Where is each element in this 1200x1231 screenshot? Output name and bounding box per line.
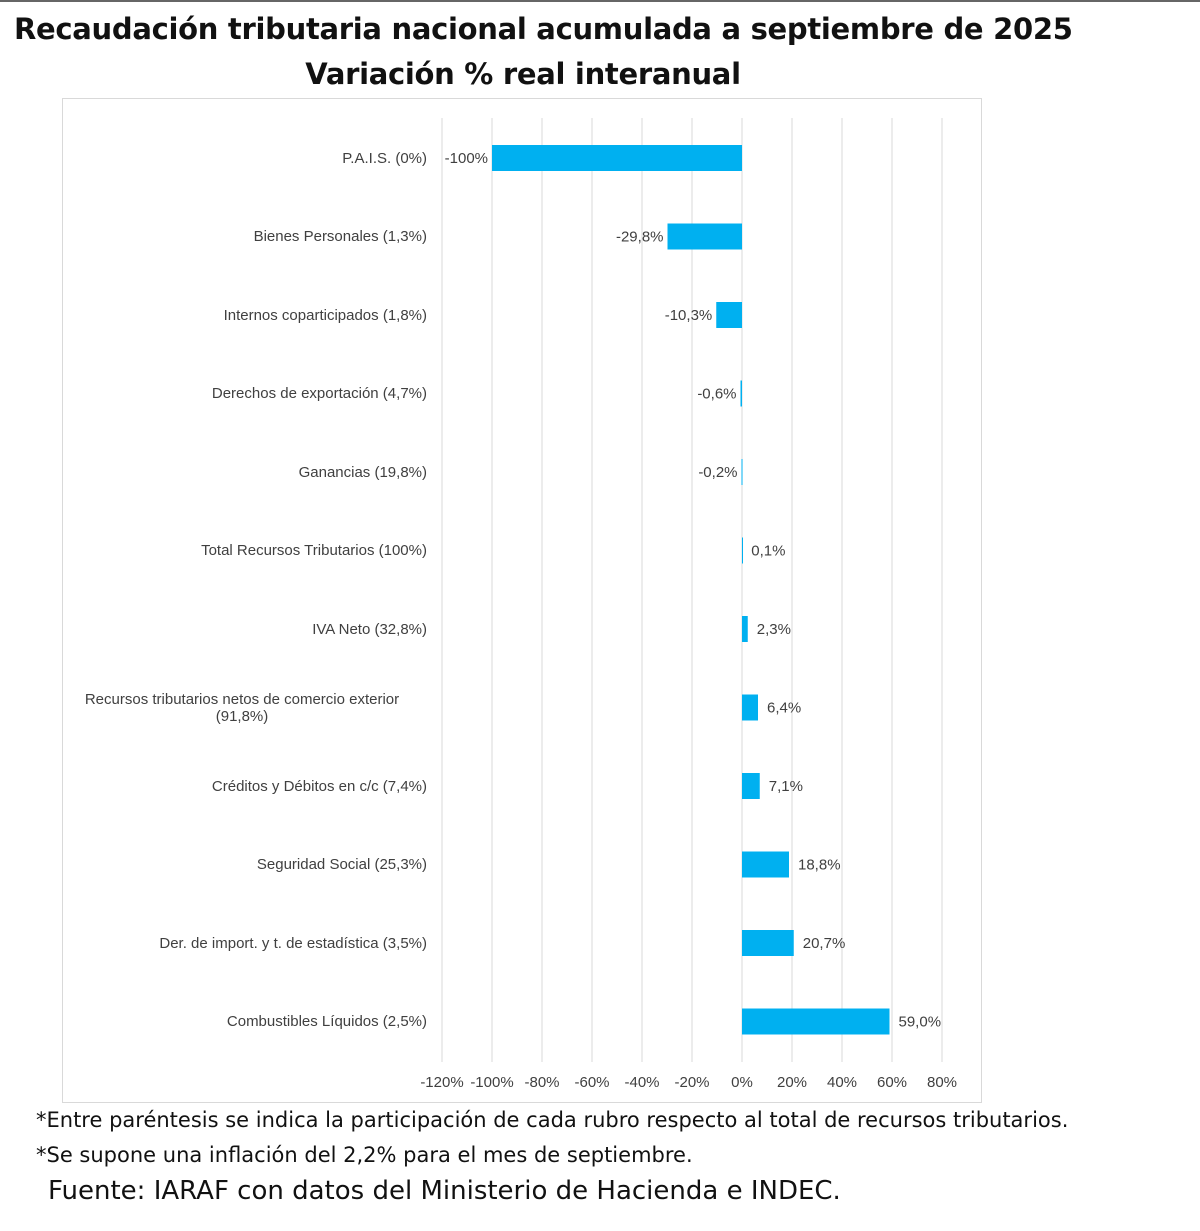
x-tick-label: 20% xyxy=(777,1074,807,1091)
category-label: Combustibles Líquidos (2,5%) xyxy=(57,997,427,1047)
category-label-text: Ganancias (19,8%) xyxy=(298,463,427,481)
category-label: IVA Neto (32,8%) xyxy=(57,604,427,654)
category-label: Recursos tributarios netos de comercio e… xyxy=(57,683,427,733)
category-label-text: Internos coparticipados (1,8%) xyxy=(223,306,427,324)
x-tick-label: -80% xyxy=(524,1074,559,1091)
bar xyxy=(667,223,742,250)
bar xyxy=(742,1008,890,1035)
data-label: -0,2% xyxy=(698,464,737,481)
category-label-text: Derechos de exportación (4,7%) xyxy=(211,385,427,402)
data-label: 20,7% xyxy=(803,935,846,952)
bar xyxy=(716,302,742,328)
category-label-text: Bienes Personales (1,3%) xyxy=(253,228,427,245)
top-border xyxy=(0,0,1200,2)
data-label: 18,8% xyxy=(798,857,841,874)
x-tick-label: -40% xyxy=(624,1074,659,1091)
category-label-text: Créditos y Débitos en c/c (7,4%) xyxy=(211,777,427,795)
x-tick-label: 0% xyxy=(731,1074,753,1091)
category-label: Total Recursos Tributarios (100%) xyxy=(57,526,427,576)
category-label-text: Recursos tributarios netos de comercio e… xyxy=(84,690,400,725)
category-label: Créditos y Débitos en c/c (7,4%) xyxy=(57,761,427,811)
data-label: 59,0% xyxy=(899,1014,942,1031)
x-tick-label: -120% xyxy=(420,1074,463,1091)
data-label: 6,4% xyxy=(767,700,801,717)
bar xyxy=(742,694,758,721)
category-label: P.A.I.S. (0%) xyxy=(57,133,427,183)
chart-area xyxy=(62,98,982,1103)
bar xyxy=(742,537,743,564)
category-label: Bienes Personales (1,3%) xyxy=(57,212,427,262)
bar xyxy=(742,851,789,878)
data-label: -10,3% xyxy=(665,307,713,324)
bar xyxy=(741,459,743,485)
x-tick-label: -20% xyxy=(674,1074,709,1091)
category-label-text: Seguridad Social (25,3%) xyxy=(256,856,427,873)
data-label: 0,1% xyxy=(751,543,785,560)
footnote-participation: *Entre paréntesis se indica la participa… xyxy=(36,1108,1069,1132)
x-tick-label: -100% xyxy=(470,1074,513,1091)
bar xyxy=(492,145,742,171)
chart-subtitle: Variación % real interanual xyxy=(305,57,741,91)
category-label: Derechos de exportación (4,7%) xyxy=(57,369,427,419)
category-label: Ganancias (19,8%) xyxy=(57,447,427,497)
category-label-text: Total Recursos Tributarios (100%) xyxy=(201,542,427,559)
x-tick-label: 40% xyxy=(827,1074,857,1091)
category-label-text: Der. de import. y t. de estadística (3,5… xyxy=(159,934,427,952)
data-label: -0,6% xyxy=(697,386,736,403)
bar xyxy=(742,930,794,956)
footnote-inflation: *Se supone una inflación del 2,2% para e… xyxy=(36,1143,693,1167)
category-label: Der. de import. y t. de estadística (3,5… xyxy=(57,918,427,968)
bar xyxy=(742,773,760,799)
category-label-text: P.A.I.S. (0%) xyxy=(342,149,427,167)
x-tick-label: 60% xyxy=(877,1074,907,1091)
category-label: Internos coparticipados (1,8%) xyxy=(57,290,427,340)
data-label: 7,1% xyxy=(769,778,803,795)
data-label: -100% xyxy=(445,150,488,167)
x-tick-label: -60% xyxy=(574,1074,609,1091)
x-tick-label: 80% xyxy=(927,1074,957,1091)
chart-title: Recaudación tributaria nacional acumulad… xyxy=(14,12,1073,46)
category-label-text: Combustibles Líquidos (2,5%) xyxy=(226,1013,427,1030)
category-label-text: IVA Neto (32,8%) xyxy=(312,620,427,638)
category-label: Seguridad Social (25,3%) xyxy=(57,840,427,890)
bar xyxy=(742,616,748,642)
data-label: 2,3% xyxy=(757,621,791,638)
source-note: Fuente: IARAF con datos del Ministerio d… xyxy=(48,1176,841,1206)
bar xyxy=(740,380,742,407)
data-label: -29,8% xyxy=(616,229,664,246)
